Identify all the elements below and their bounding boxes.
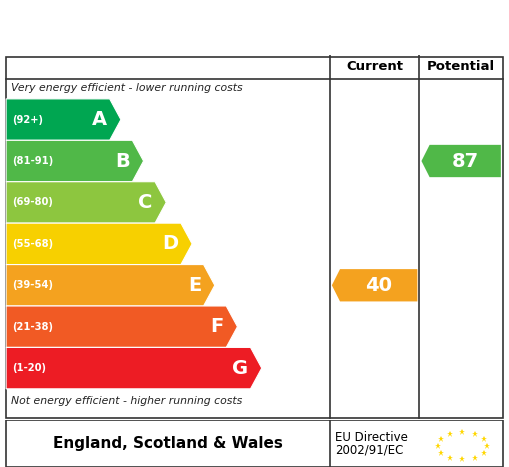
Polygon shape	[6, 140, 144, 182]
Text: Not energy efficient - higher running costs: Not energy efficient - higher running co…	[11, 396, 242, 405]
Text: EU Directive: EU Directive	[335, 431, 408, 444]
Polygon shape	[6, 265, 215, 306]
Text: Potential: Potential	[427, 60, 495, 73]
Polygon shape	[6, 306, 237, 347]
Polygon shape	[421, 145, 501, 177]
Text: Energy Efficiency Rating: Energy Efficiency Rating	[11, 14, 375, 41]
Text: (69-80): (69-80)	[12, 198, 53, 207]
Polygon shape	[6, 99, 121, 140]
Text: 87: 87	[451, 151, 479, 170]
Polygon shape	[6, 223, 192, 265]
Polygon shape	[6, 347, 262, 389]
Text: A: A	[92, 110, 107, 129]
Text: F: F	[210, 317, 223, 336]
Text: (55-68): (55-68)	[12, 239, 53, 249]
Text: Very energy efficient - lower running costs: Very energy efficient - lower running co…	[11, 83, 243, 93]
Text: (92+): (92+)	[12, 114, 43, 125]
Polygon shape	[6, 182, 166, 223]
Text: (39-54): (39-54)	[12, 280, 53, 290]
Text: England, Scotland & Wales: England, Scotland & Wales	[53, 436, 283, 451]
Text: (81-91): (81-91)	[12, 156, 53, 166]
Polygon shape	[332, 269, 417, 301]
Text: 40: 40	[365, 276, 392, 295]
Text: B: B	[115, 151, 130, 170]
Text: G: G	[232, 359, 248, 378]
Text: D: D	[162, 234, 178, 254]
Text: Current: Current	[346, 60, 403, 73]
Text: C: C	[138, 193, 153, 212]
Text: E: E	[188, 276, 201, 295]
Text: 2002/91/EC: 2002/91/EC	[335, 444, 403, 457]
Text: (1-20): (1-20)	[12, 363, 46, 373]
Text: (21-38): (21-38)	[12, 322, 53, 332]
